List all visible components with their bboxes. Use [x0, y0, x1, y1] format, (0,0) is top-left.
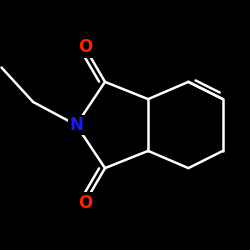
Text: O: O — [78, 38, 92, 56]
Text: N: N — [69, 116, 83, 134]
Text: O: O — [78, 194, 92, 212]
